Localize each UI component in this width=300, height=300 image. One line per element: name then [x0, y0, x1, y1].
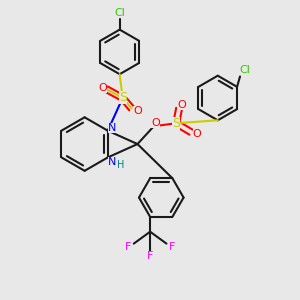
Text: O: O [98, 82, 107, 93]
Text: S: S [118, 92, 127, 104]
Text: F: F [169, 242, 175, 252]
Text: O: O [178, 100, 187, 110]
Text: F: F [147, 251, 153, 261]
Text: O: O [151, 118, 160, 128]
Text: Cl: Cl [239, 65, 250, 76]
Text: F: F [125, 242, 132, 252]
Text: Cl: Cl [114, 8, 125, 18]
Text: H: H [118, 160, 125, 170]
Text: O: O [193, 129, 201, 139]
Text: S: S [172, 117, 180, 130]
Text: O: O [133, 106, 142, 116]
Text: N: N [108, 123, 116, 133]
Text: N: N [108, 157, 116, 167]
